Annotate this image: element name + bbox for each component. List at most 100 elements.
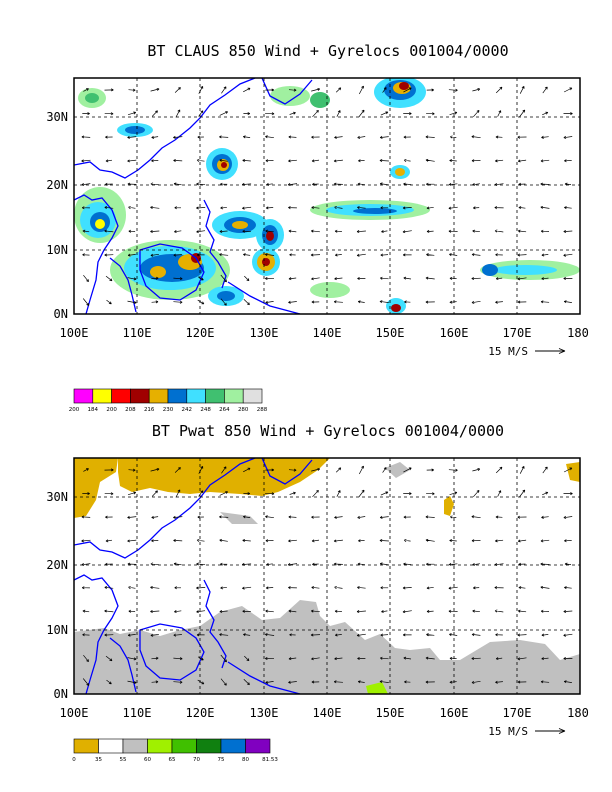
wind-arrow [426,206,434,210]
wind-arrow [311,680,320,684]
wind-arrow [564,159,572,163]
wind-vectors-pwat [81,465,573,686]
wind-arrow [288,468,297,472]
wind-arrow [105,562,113,566]
wind-arrow [563,633,573,637]
high-pwat-spot [366,682,388,694]
wind-arrow [104,492,114,496]
wind-arrow [128,586,136,590]
wind-arrow [311,515,320,519]
wind-arrow [358,489,365,498]
wind-arrow [127,657,137,661]
wind-arrow [289,111,296,115]
wind-arrow [105,275,113,282]
wind-arrow [105,515,113,519]
colorbar-swatch [196,738,222,754]
wind-arrow [196,230,206,234]
wind-arrow [517,135,527,139]
wind-arrow [265,680,274,684]
wind-arrow [104,229,114,233]
wind-arrow [517,680,527,684]
wind-arrow [472,183,480,186]
wind-arrow [336,490,341,497]
wind-arrow [311,277,320,281]
wind-arrow [288,159,297,163]
wind-arrow [198,110,204,117]
wind-arrow [495,633,503,637]
wind-arrow [542,111,549,116]
wind-arrow [425,656,435,660]
wind-arrow [381,610,388,613]
wind-arrow [106,299,112,305]
wind-arrow [175,109,181,118]
wind-arrow [563,300,572,304]
wind-arrow [333,182,343,186]
wind-arrow [334,657,343,661]
wind-arrow [82,678,90,686]
wind-arrow [495,539,504,543]
wind-arrow [220,562,228,566]
wind-arrow [151,135,159,139]
wind-arrow [151,300,159,304]
cloud-band-southeast [310,260,580,314]
x-tick-100e: 100E [60,326,89,340]
wind-arrow [540,300,550,304]
wind-arrow [243,492,251,496]
wind-arrow [312,489,319,498]
wind-arrow [104,468,114,472]
wind-arrow [426,182,435,186]
wind-arrow [81,206,90,210]
wind-arrow [379,562,389,566]
wind-arrow [357,135,366,139]
wind-arrow [220,654,227,663]
wind-arrow [494,206,504,210]
colorbar-claus: 200 184 200 208 216 230 242 248 264 280 288 [69,388,268,413]
wind-arrow [81,183,91,187]
wind-arrow [198,490,204,497]
wind-arrow [380,206,389,210]
wind-arrow [379,158,389,162]
wind-arrow [425,515,435,519]
wind-arrow [242,206,252,210]
wind-arrow [105,135,113,139]
wind-arrow [541,253,549,257]
wind-arrow [82,633,90,637]
wind-arrow [243,253,251,257]
wind-arrow [495,135,503,139]
wind-arrow [221,466,227,474]
wind-arrow [425,300,435,304]
wind-arrow [403,515,411,519]
wind-arrow [311,467,321,472]
wind-arrow [244,655,250,662]
wind-arrow [404,680,411,684]
colorbar-swatch [148,388,169,404]
wind-arrow [358,109,365,118]
colorbar-label: 0 [72,757,76,763]
wind-arrow [540,680,550,684]
wind-arrow [426,609,434,613]
wind-arrow [563,515,573,519]
wind-vectors-claus [81,85,573,306]
colorbar-label: 80 [242,757,249,763]
colorbar-swatch [245,738,271,754]
wind-arrow [242,158,251,162]
wind-arrow [381,230,388,233]
wind-arrow [403,182,412,186]
wind-arrow [288,657,297,661]
wind-arrow [219,135,229,139]
wind-arrow [472,609,480,613]
wind-arrow [83,654,89,663]
wind-arrow [497,110,502,117]
wind-arrow [380,491,389,496]
wind-arrow [519,466,525,474]
wind-arrow [563,680,572,684]
wind-arrow [379,135,389,139]
wind-arrow [449,539,457,542]
wind-arrow [403,656,412,660]
wind-arrow [448,586,458,590]
wind-arrow [242,562,252,566]
wind-arrow [333,680,343,684]
wind-arrow [449,253,458,257]
wind-arrow [104,585,114,589]
wind-arrow [197,135,204,139]
